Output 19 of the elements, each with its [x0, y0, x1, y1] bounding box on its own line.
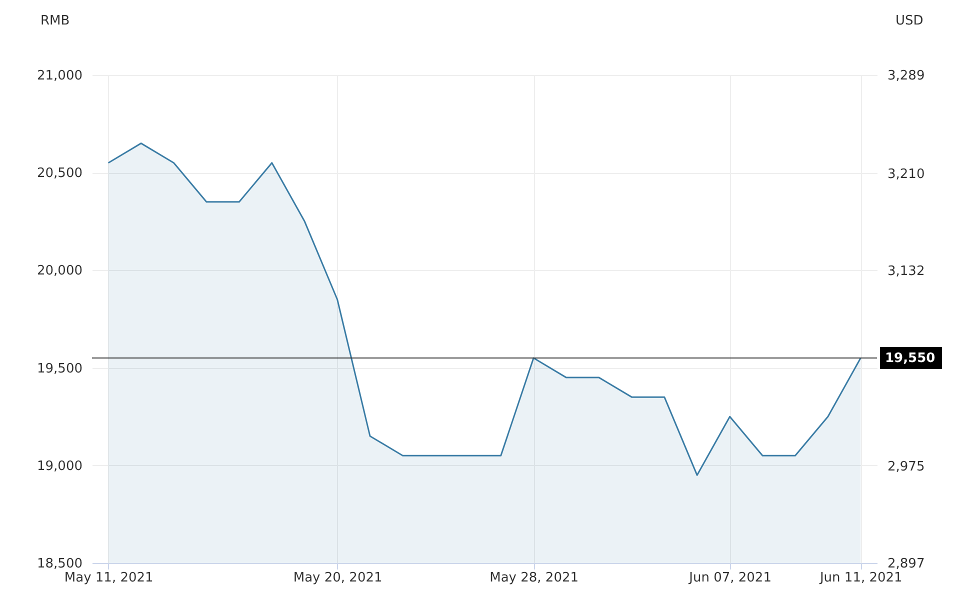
y-tick-label: 21,000 — [37, 68, 82, 84]
y2-tick-label: 3,210 — [888, 166, 925, 182]
y2-axis-title: USD — [896, 14, 924, 28]
ref-line-label: 19,550 — [885, 351, 936, 366]
y-tick-label: 18,500 — [37, 556, 82, 572]
y2-tick-label: 2,975 — [888, 459, 925, 474]
y-tick-label: 20,500 — [37, 166, 82, 182]
y2-tick-label: 2,897 — [888, 556, 925, 572]
x-tick-label: May 28, 2021 — [490, 570, 579, 586]
x-tick-label: Jun 11, 2021 — [818, 570, 902, 586]
x-tick-label: Jun 07, 2021 — [688, 570, 772, 586]
y2-tick-label: 3,132 — [888, 264, 925, 279]
y-tick-label: 19,500 — [37, 361, 82, 376]
y2-tick-label: 3,289 — [888, 68, 925, 84]
y-tick-label: 19,000 — [37, 458, 82, 474]
y-axis-title: RMB — [40, 14, 70, 28]
x-tick-label: May 20, 2021 — [293, 570, 382, 586]
x-tick-label: May 11, 2021 — [64, 570, 154, 586]
y-tick-label: 20,000 — [37, 264, 82, 279]
